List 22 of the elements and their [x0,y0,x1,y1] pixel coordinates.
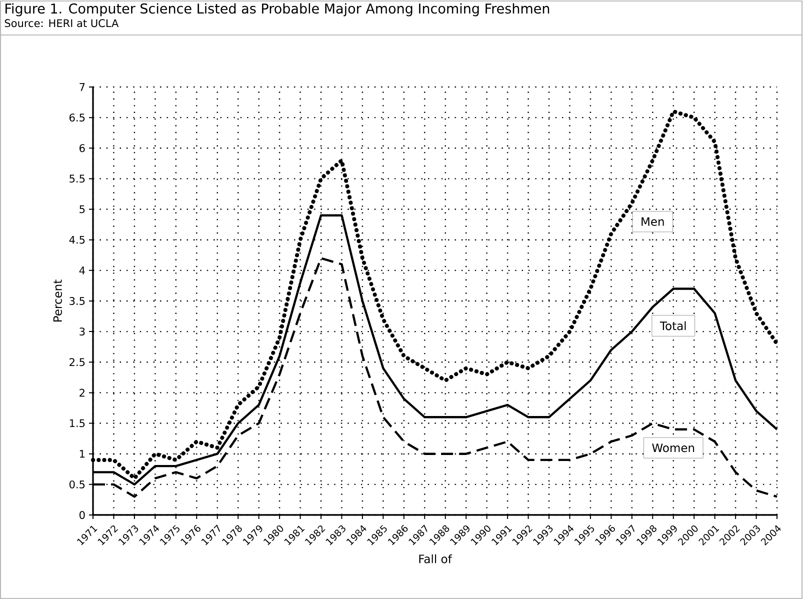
y-tick-label: 5 [80,205,85,214]
series-label: Men [642,217,664,226]
series-label: Total [660,321,686,330]
y-tick-label: 6.5 [70,114,85,122]
series-label: Women [652,444,694,452]
y-tick-label: 4.5 [69,236,85,244]
y-axis-title: Percent [53,280,62,322]
chart-subtitle: Source: HERI at UCLA [4,19,119,28]
x-axis-title: Fall of [419,554,452,564]
y-tick-label: 7 [80,83,85,91]
y-tick-label: 4 [79,266,85,274]
y-tick-label: 1 [80,450,85,458]
chart-title: Figure 1. Computer Science Listed as Probable Major Among Incoming Freshmen [6,3,550,16]
y-tick-label: 3.5 [70,297,85,305]
y-tick-label: 6 [80,144,85,152]
y-tick-label: 2 [80,388,84,397]
y-tick-label: 1.5 [70,419,85,428]
y-tick-label: 5.5 [70,174,85,183]
y-tick-label: 0.5 [69,480,85,488]
y-tick-label: 0 [80,511,85,519]
y-tick-label: 3 [80,328,85,336]
y-tick-label: 2.5 [70,358,85,366]
